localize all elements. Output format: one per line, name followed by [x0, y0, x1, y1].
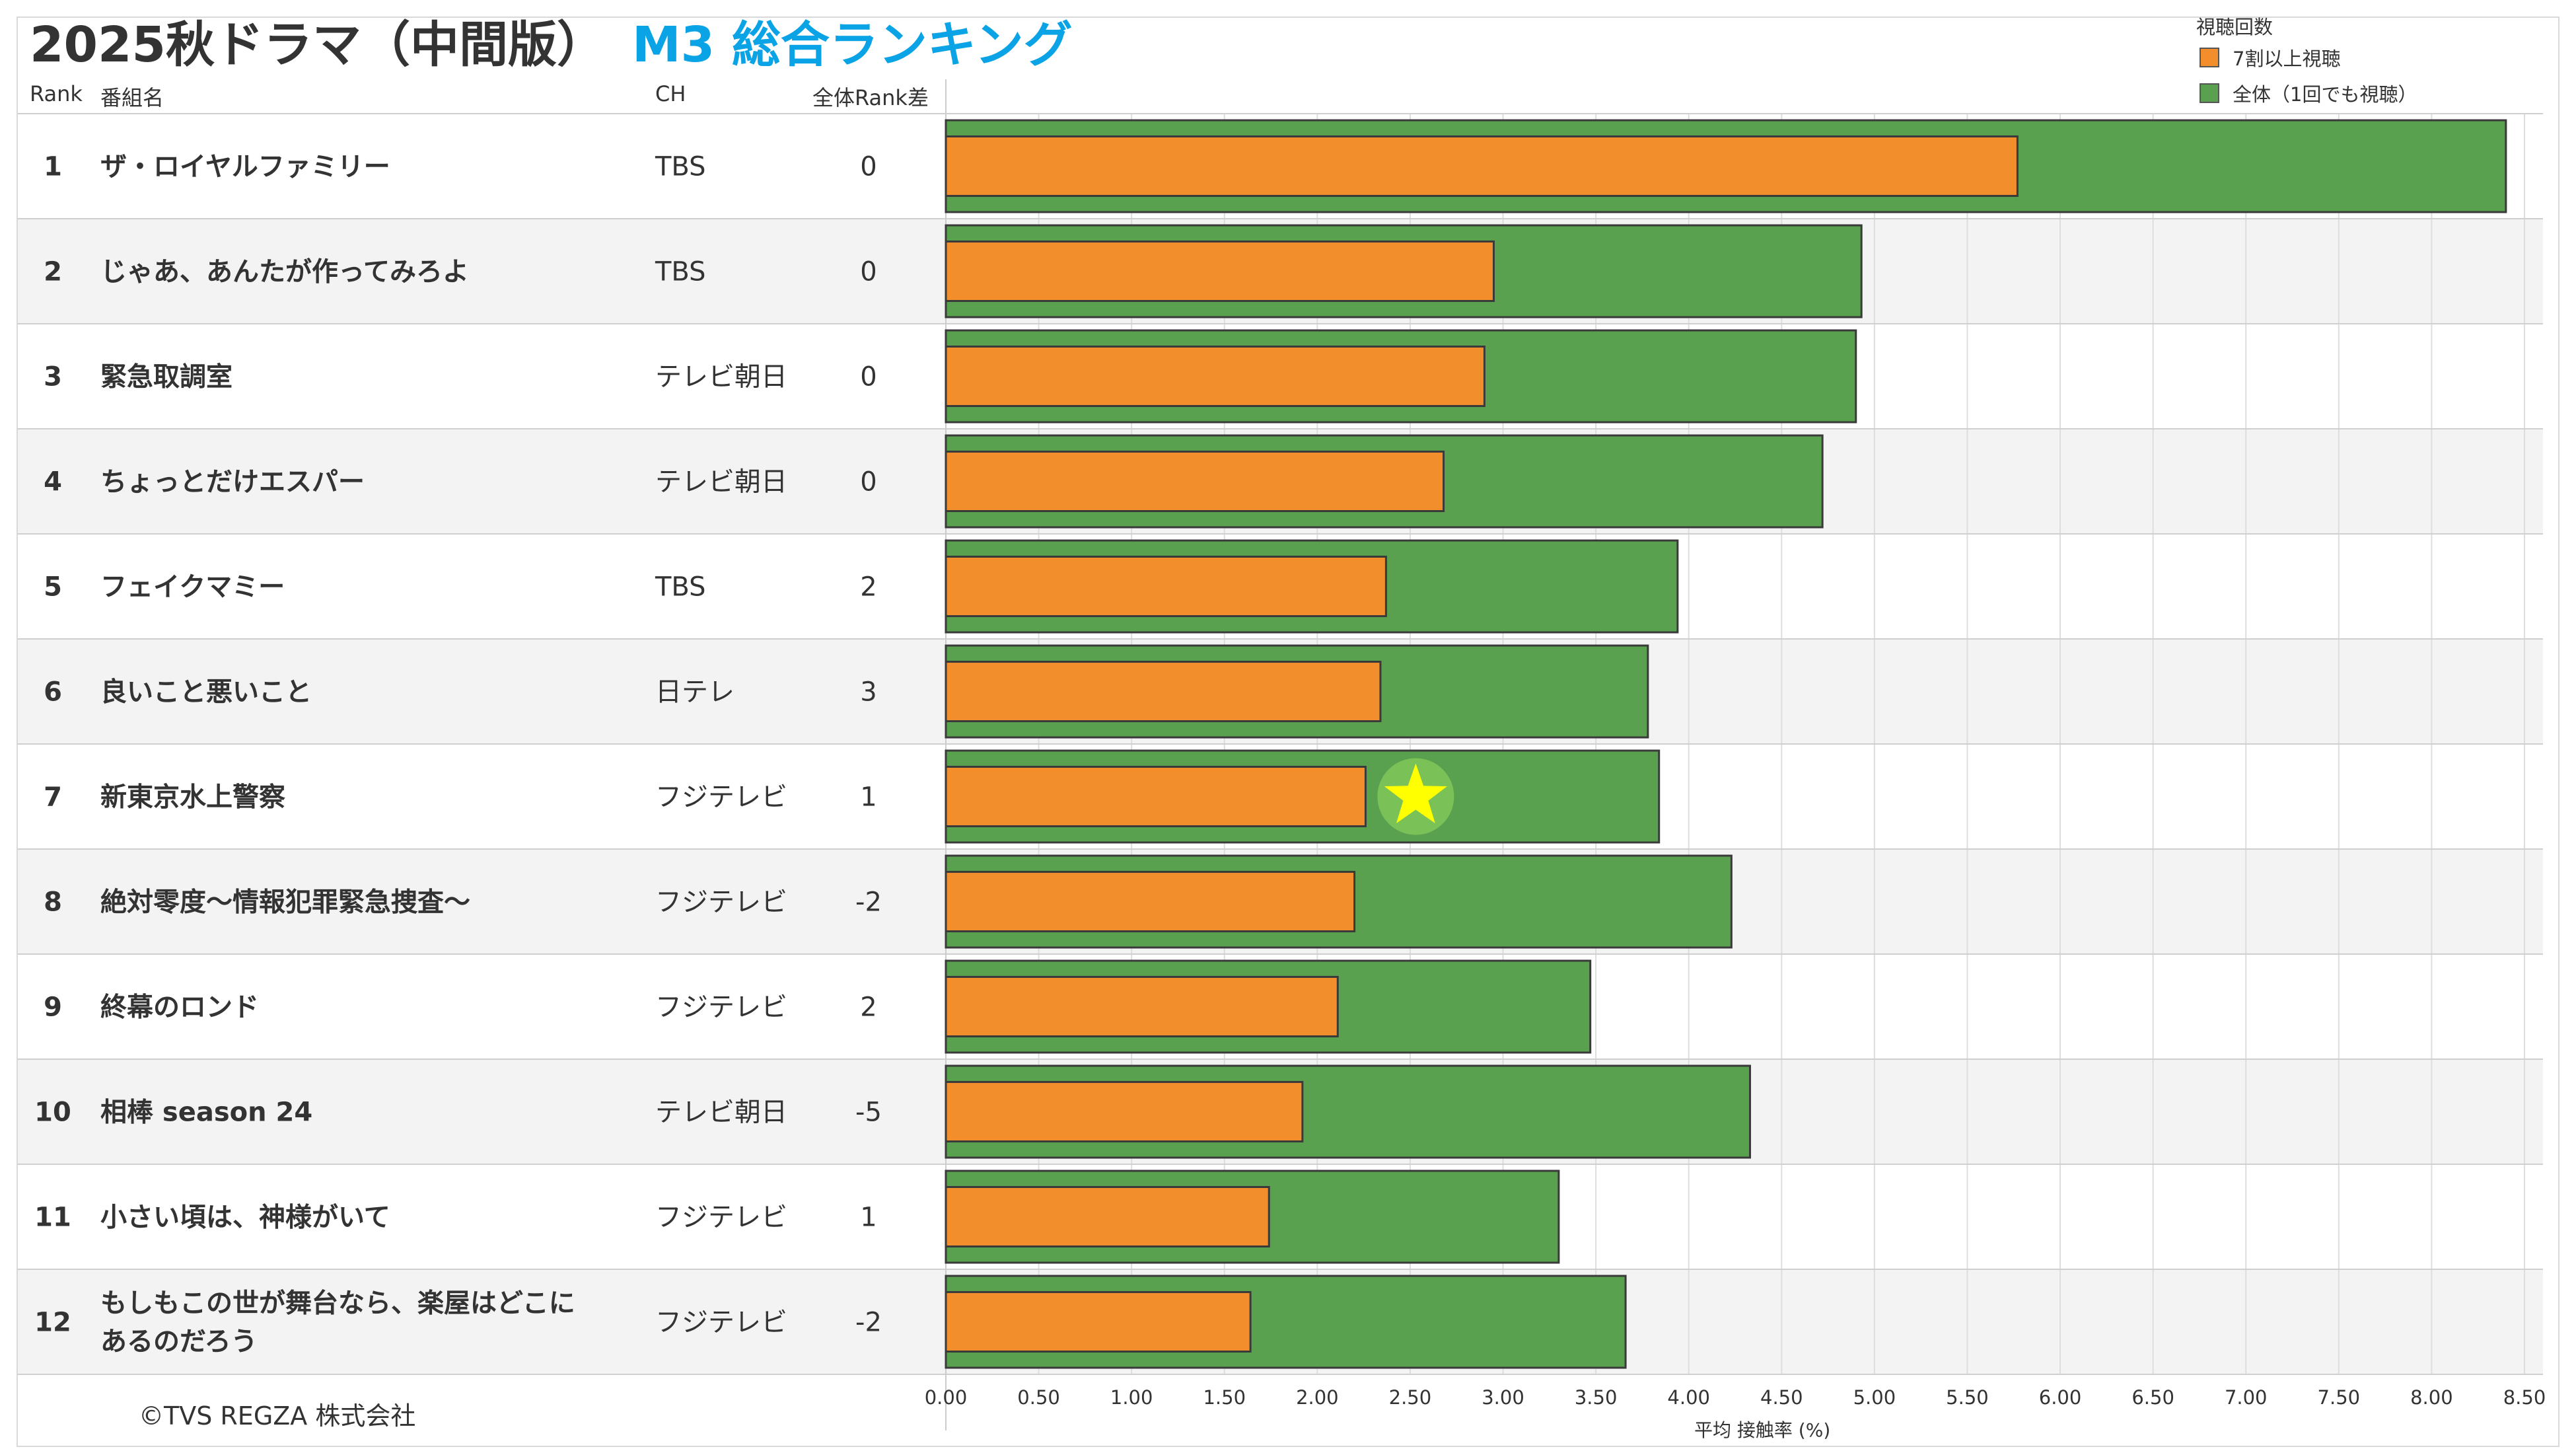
channel-name: フジテレビ	[655, 887, 787, 918]
channel-name: フジテレビ	[655, 1308, 787, 1338]
rank-number: 12	[34, 1308, 71, 1338]
rank-diff: 2	[860, 992, 877, 1023]
rank-diff: 3	[860, 677, 877, 708]
legend-title: 視聴回数	[2196, 16, 2273, 38]
x-tick-label: 0.50	[1017, 1386, 1060, 1409]
channel-name: 日テレ	[655, 677, 734, 708]
channel-name: フジテレビ	[655, 782, 787, 813]
program-name: フェイクマミー	[100, 572, 285, 603]
channel-name: テレビ朝日	[655, 467, 787, 498]
rank-diff: -2	[855, 887, 882, 918]
bar-70pct	[945, 1081, 1304, 1142]
bar-70pct	[945, 241, 1495, 302]
bar-70pct	[945, 556, 1387, 617]
bar-70pct	[945, 661, 1382, 722]
rank-diff: 0	[860, 152, 877, 182]
program-name: 絶対零度～情報犯罪緊急捜査～	[100, 887, 470, 918]
program-name: じゃあ、あんたが作ってみろよ	[100, 257, 469, 287]
column-header-name: 番組名	[100, 85, 164, 110]
copyright-text: ©TVS REGZA 株式会社	[139, 1401, 416, 1430]
x-tick-label: 1.00	[1110, 1386, 1153, 1409]
title-sub: M3 総合ランキング	[631, 17, 1073, 73]
x-tick-label: 8.50	[2503, 1386, 2546, 1409]
channel-name: フジテレビ	[655, 1203, 787, 1233]
rank-number: 6	[44, 677, 62, 708]
program-name: 相棒 season 24	[100, 1097, 312, 1128]
bar-70pct	[945, 346, 1485, 407]
x-tick-label: 7.50	[2318, 1386, 2361, 1409]
channel-name: テレビ朝日	[655, 1097, 787, 1128]
legend-label-series-b: 全体（1回でも視聴）	[2233, 83, 2417, 106]
x-tick-label: 3.00	[1482, 1386, 1524, 1409]
chart-frame	[17, 17, 2559, 1447]
legend-item-series-b: 全体（1回でも視聴）	[2200, 79, 2417, 107]
rank-number: 4	[44, 467, 62, 498]
x-tick-label: 2.50	[1389, 1386, 1432, 1409]
rank-number: 3	[44, 362, 62, 392]
rank-number: 11	[34, 1203, 71, 1233]
legend-swatch-orange	[2200, 48, 2219, 67]
x-tick-label: 2.00	[1296, 1386, 1339, 1409]
x-tick-label: 6.50	[2131, 1386, 2174, 1409]
x-tick-label: 3.50	[1575, 1386, 1618, 1409]
bar-70pct	[945, 451, 1445, 512]
bar-70pct	[945, 1291, 1252, 1353]
rank-diff: 1	[860, 782, 877, 813]
rank-number: 2	[44, 257, 62, 287]
rank-diff: -2	[855, 1308, 882, 1338]
column-header-ch: CH	[655, 81, 686, 106]
program-name: 小さい頃は、神様がいて	[100, 1203, 390, 1233]
legend-item-series-a: 7割以上視聴	[2200, 44, 2340, 71]
x-tick-label: 4.00	[1667, 1386, 1710, 1409]
x-tick-label: 5.50	[1946, 1386, 1989, 1409]
x-tick-label: 8.00	[2410, 1386, 2453, 1409]
rank-number: 1	[44, 152, 62, 182]
x-axis-label: 平均 接触率 (%)	[1694, 1419, 1831, 1441]
x-tick-label: 1.50	[1203, 1386, 1246, 1409]
channel-name: テレビ朝日	[655, 362, 787, 392]
bar-70pct	[945, 135, 2019, 197]
chart-title: 2025秋ドラマ（中間版） M3 総合ランキング	[30, 12, 1073, 78]
channel-name: TBS	[655, 257, 706, 287]
title-main: 2025秋ドラマ（中間版）	[30, 17, 606, 73]
rank-number: 8	[44, 887, 62, 918]
legend-swatch-green	[2200, 83, 2219, 103]
program-name: 緊急取調室	[100, 362, 233, 392]
bar-70pct	[945, 1186, 1270, 1247]
legend-label-series-a: 7割以上視聴	[2233, 48, 2341, 70]
bar-70pct	[945, 766, 1367, 827]
program-name: もしもこの世が舞台なら、楽屋はどこに	[100, 1288, 575, 1319]
rank-diff: -5	[855, 1097, 882, 1128]
rank-number: 7	[44, 782, 62, 813]
program-name: ザ・ロイヤルファミリー	[100, 152, 390, 182]
channel-name: TBS	[655, 572, 706, 603]
x-tick-label: 5.00	[1853, 1386, 1896, 1409]
bar-70pct	[945, 871, 1356, 932]
program-name: 新東京水上警察	[100, 782, 285, 813]
bar-70pct	[945, 976, 1339, 1037]
rank-diff: 1	[860, 1203, 877, 1233]
column-header-rank-diff: 全体Rank差	[812, 85, 929, 110]
column-header-rank: Rank	[30, 81, 83, 106]
x-tick-label: 4.50	[1760, 1386, 1803, 1409]
rank-number: 10	[34, 1097, 71, 1128]
x-tick-label: 7.00	[2225, 1386, 2268, 1409]
rank-number: 9	[44, 992, 62, 1023]
rank-diff: 0	[860, 257, 877, 287]
program-name: ちょっとだけエスパー	[100, 467, 365, 498]
rank-number: 5	[44, 572, 62, 603]
x-tick-label: 0.00	[925, 1386, 968, 1409]
program-name: 良いこと悪いこと	[100, 677, 312, 708]
program-name: あるのだろう	[100, 1327, 258, 1357]
rank-diff: 2	[860, 572, 877, 603]
program-name: 終幕のロンド	[100, 992, 259, 1023]
rank-diff: 0	[860, 467, 877, 498]
x-tick-label: 6.00	[2039, 1386, 2082, 1409]
channel-name: フジテレビ	[655, 992, 787, 1023]
channel-name: TBS	[655, 152, 706, 182]
highlight-star-icon	[1384, 763, 1447, 823]
rank-diff: 0	[860, 362, 877, 392]
